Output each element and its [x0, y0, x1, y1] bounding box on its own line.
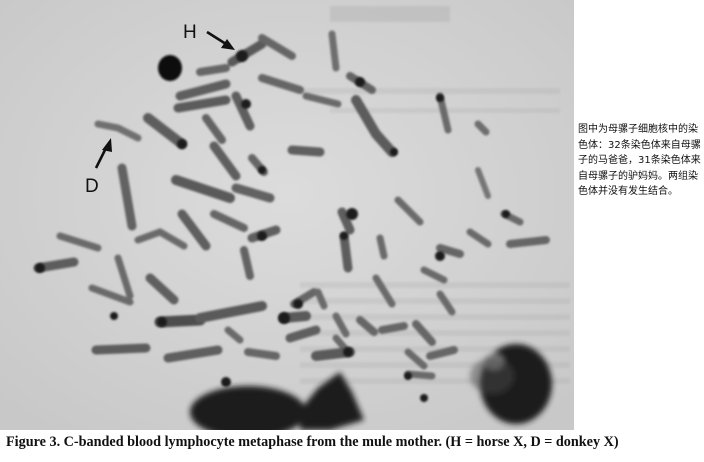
chromosome	[231, 91, 255, 131]
band	[257, 231, 267, 241]
micrograph: H D	[0, 0, 574, 430]
chromosome	[143, 113, 187, 149]
interphase-nuclei	[190, 344, 552, 430]
chromosome	[91, 343, 151, 355]
chromosome	[466, 228, 492, 248]
band	[258, 166, 266, 174]
chromosome	[209, 141, 241, 181]
chromosome	[56, 232, 102, 252]
chromosome	[244, 348, 280, 360]
band	[390, 148, 398, 156]
chromosome	[394, 196, 424, 226]
band	[420, 394, 428, 402]
marker-d-arrow-head	[102, 138, 112, 152]
band	[355, 77, 365, 87]
band	[236, 50, 248, 62]
marker-h-arrow-shaft	[206, 30, 227, 46]
chromosome	[337, 207, 355, 235]
chromosome	[356, 316, 378, 336]
band	[436, 94, 444, 102]
chromosome	[258, 34, 296, 60]
chromosome	[436, 290, 456, 316]
band	[221, 377, 231, 387]
marker-d-label: D	[85, 176, 99, 197]
band	[157, 317, 167, 327]
chromosome	[171, 175, 235, 203]
band	[241, 99, 251, 109]
chromosome	[475, 167, 491, 199]
chromosome	[210, 210, 248, 232]
chromosome	[134, 228, 188, 250]
chromosome	[339, 231, 353, 273]
chromosome	[163, 345, 223, 363]
chromosome	[240, 246, 254, 280]
chromosome	[351, 95, 397, 157]
chromosome	[145, 273, 179, 305]
donkey-x-marker: D	[85, 138, 112, 197]
band	[35, 263, 45, 273]
band	[340, 232, 348, 240]
nucleus-large	[190, 386, 306, 430]
chromosome	[302, 92, 342, 108]
chromosome	[88, 284, 134, 306]
nucleus-halo	[470, 358, 514, 394]
band	[343, 347, 353, 357]
chromosome	[117, 163, 137, 231]
chromosome	[314, 288, 328, 310]
chromosome	[436, 244, 464, 258]
band	[110, 312, 118, 320]
chromosome	[404, 370, 436, 380]
band	[404, 372, 412, 380]
chromosome	[332, 312, 350, 338]
marker-h-label: H	[183, 22, 197, 43]
nucleus-irregular	[300, 372, 364, 430]
chromosome	[285, 325, 321, 343]
marker-d-arrow-shaft	[94, 147, 108, 169]
marker-h-arrow-head	[221, 39, 235, 50]
chromosome	[177, 209, 211, 251]
chromosome	[94, 120, 142, 142]
nucleus-blob	[158, 55, 182, 81]
chromosome	[404, 348, 428, 370]
c-bands	[35, 50, 510, 402]
chromosome	[506, 236, 550, 248]
band	[278, 312, 290, 324]
chromosome	[114, 254, 134, 300]
chromosome	[328, 30, 340, 72]
micrograph-background	[0, 0, 574, 430]
chromosome	[202, 114, 226, 144]
chromosome	[474, 120, 490, 136]
chromosome	[224, 326, 244, 344]
figure-caption: Figure 3. C-banded blood lymphocyte meta…	[6, 434, 619, 450]
chromosome	[372, 274, 396, 308]
chromosome	[378, 322, 408, 334]
band	[293, 299, 303, 309]
band	[502, 210, 510, 218]
chromosome	[196, 64, 230, 76]
band	[435, 251, 445, 261]
band	[177, 139, 187, 149]
chromosome	[195, 301, 267, 323]
chromosome-spread	[33, 30, 550, 380]
chromosome	[412, 320, 436, 346]
horse-x-marker: H	[183, 22, 235, 50]
chromosome	[175, 79, 231, 101]
chromosome	[231, 183, 275, 203]
chromosome	[420, 266, 448, 284]
chromosome	[376, 234, 388, 260]
chromosome	[287, 145, 325, 157]
chromosome	[258, 74, 304, 94]
band	[346, 208, 358, 220]
chromosome	[426, 346, 458, 360]
chromosome	[173, 95, 231, 113]
chinese-side-note: 图中为母骡子细胞核中的染色体：32条染色体来自母骡子的马爸爸，31条染色体来自母…	[578, 124, 701, 197]
